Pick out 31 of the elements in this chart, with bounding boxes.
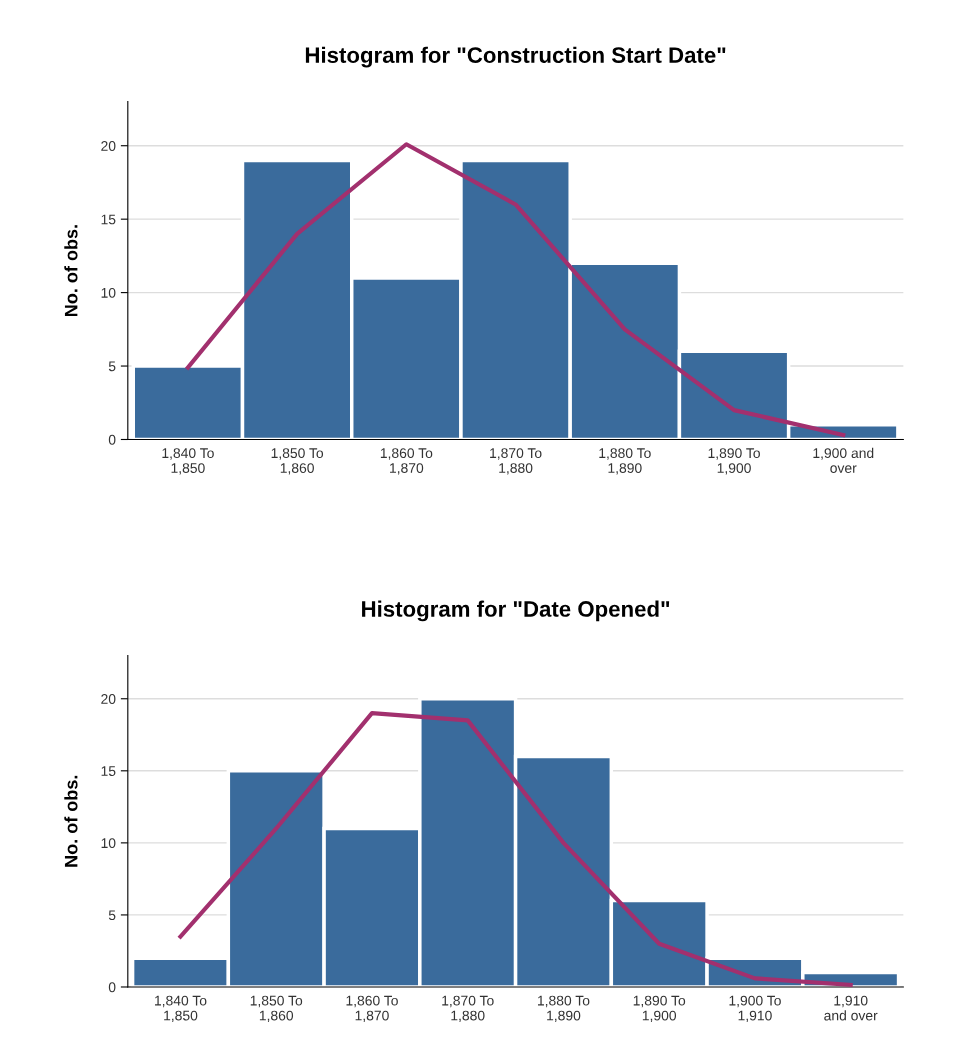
y-tick-label: 5	[108, 910, 116, 921]
line-series	[178, 711, 853, 987]
x-tick-label: 1,880 To 1,890	[537, 995, 590, 1023]
y-tick-label: 0	[108, 982, 116, 993]
x-tick-label: 1,860 To 1,870	[380, 448, 433, 475]
y-tick-label: 5	[108, 361, 116, 372]
y-axis-title: No. of obs.	[64, 225, 78, 316]
x-tick-label: 1,840 To 1,850	[162, 448, 214, 475]
x-tick-label: 1,850 To 1,860	[250, 995, 303, 1023]
x-tick-label: 1,870 To 1,880	[490, 448, 542, 475]
chart-title: Histogram for "Construction Start Date"	[305, 46, 726, 68]
x-tick-label: 1,890 To 1,900	[708, 448, 760, 475]
x-tick-label: 1,900 and over	[813, 447, 874, 473]
y-tick-label: 15	[101, 766, 116, 776]
x-tick-label: 1,890 To 1,900	[633, 995, 686, 1023]
x-tick-label: 1,900 To 1,910	[729, 995, 781, 1023]
y-tick-label: 10	[101, 838, 116, 849]
y-tick-label: 10	[101, 287, 116, 298]
x-tick-label: 1,860 To 1,870	[346, 995, 398, 1023]
chart-title: Histogram for "Date Opened"	[362, 600, 670, 622]
y-tick-label: 15	[101, 214, 116, 225]
x-tick-label: 1,880 To 1,890	[599, 448, 651, 475]
line-series	[185, 142, 846, 438]
y-axis-title: No. of obs.	[64, 775, 78, 867]
y-tick-label: 0	[108, 434, 116, 445]
x-tick-label: 1,870 To 1,880	[442, 995, 494, 1023]
y-tick-label: 20	[101, 141, 116, 151]
x-tick-label: 1,840 To 1,850	[155, 995, 207, 1023]
x-tick-label: 1,850 To 1,860	[271, 448, 324, 475]
x-tick-label: 1,910 and over	[824, 995, 878, 1021]
y-tick-label: 20	[101, 694, 116, 704]
